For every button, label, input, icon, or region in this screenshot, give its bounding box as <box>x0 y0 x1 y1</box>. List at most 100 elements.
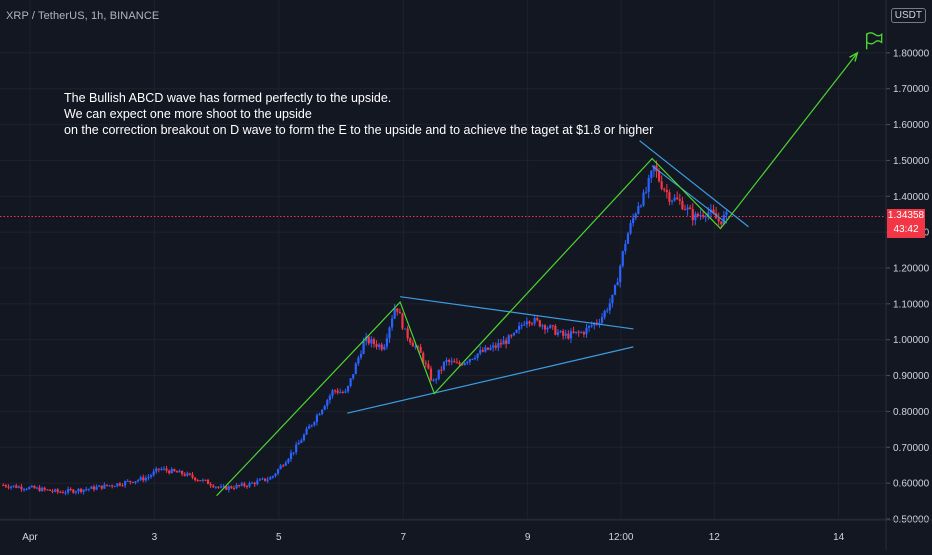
candle-up <box>626 233 630 244</box>
candle-up <box>435 379 438 381</box>
candle-down <box>460 364 464 366</box>
candle-up <box>585 327 588 335</box>
candle-down <box>702 215 705 217</box>
candle-down <box>567 333 570 339</box>
annotation-line: on the correction breakout on D wave to … <box>64 123 654 137</box>
y-tick-label: 1.10000 <box>893 299 930 310</box>
candle-down <box>712 209 715 214</box>
candle-up <box>468 359 471 362</box>
drawing-layer <box>0 32 886 497</box>
abcde-wave-line <box>216 52 858 497</box>
annotation-line: We can expect one more shoot to the upsi… <box>64 107 312 121</box>
candle-down <box>372 339 376 344</box>
candle-down <box>38 487 41 492</box>
candle-up <box>450 361 453 363</box>
candle-up <box>90 486 93 489</box>
candle-up <box>388 327 391 339</box>
candle-down <box>194 477 197 481</box>
candle-up <box>349 378 352 386</box>
candle-down <box>341 392 344 394</box>
candle-down <box>336 390 339 393</box>
candle-up <box>686 207 689 210</box>
candle-down <box>665 189 668 193</box>
candle-up <box>437 369 440 380</box>
candle-down <box>551 325 554 327</box>
candle-down <box>668 192 671 202</box>
candle-up <box>611 294 614 304</box>
candle-up <box>694 213 697 221</box>
candle-up <box>248 482 251 487</box>
candle-up <box>30 485 33 488</box>
candle-down <box>20 486 23 490</box>
candle-up <box>219 486 223 488</box>
candle-down <box>157 468 160 470</box>
candle-down <box>458 362 461 365</box>
candle-up <box>287 458 290 463</box>
candle-down <box>188 473 192 475</box>
candle-up <box>590 325 593 327</box>
candle-up <box>95 486 98 490</box>
candle-down <box>562 330 565 336</box>
candle-up <box>352 374 355 379</box>
candle-up <box>378 344 381 347</box>
candle-up <box>507 335 510 344</box>
candle-up <box>134 481 137 483</box>
candle-down <box>129 480 132 483</box>
candle-down <box>543 325 547 330</box>
candle-down <box>499 343 503 345</box>
candle-up <box>17 486 20 488</box>
candle-down <box>494 345 497 348</box>
candle-down <box>175 471 179 473</box>
candle-layer <box>2 160 728 496</box>
currency-badge[interactable]: USDT <box>890 8 926 23</box>
candle-up <box>608 303 611 311</box>
y-tick-label: 1.70000 <box>893 84 930 95</box>
candle-up <box>414 346 417 348</box>
candle-up <box>305 428 308 435</box>
candle-down <box>536 318 539 321</box>
candle-up <box>497 343 500 348</box>
candle-up <box>370 339 373 344</box>
symbol-title[interactable]: XRP / TetherUS, 1h, BINANCE <box>6 10 160 22</box>
candle-up <box>313 422 316 425</box>
candle-up <box>54 489 57 492</box>
candle-up <box>600 317 604 323</box>
candle-down <box>217 486 220 488</box>
annotation-text: The Bullish ABCD wave has formed perfect… <box>64 90 653 138</box>
candle-up <box>569 331 573 339</box>
candle-down <box>528 321 531 324</box>
candle-down <box>406 328 409 339</box>
annotation-line: The Bullish ABCD wave has formed perfect… <box>64 91 392 105</box>
y-tick-label: 1.80000 <box>893 48 930 59</box>
candle-up <box>466 361 469 363</box>
candle-down <box>142 477 145 481</box>
candle-down <box>577 331 580 333</box>
candle-up <box>645 191 648 193</box>
candle-down <box>59 491 62 493</box>
candle-up <box>556 332 560 335</box>
x-tick-label: 7 <box>400 532 406 543</box>
trend-line <box>347 346 634 414</box>
candle-down <box>409 338 412 343</box>
candle-down <box>69 489 72 491</box>
candle-up <box>344 391 347 393</box>
candle-up <box>580 332 583 334</box>
trend-line <box>400 296 634 330</box>
candle-down <box>440 369 443 371</box>
candle-down <box>422 352 425 363</box>
candle-up <box>704 216 707 218</box>
candle-down <box>46 489 49 491</box>
candle-up <box>276 469 280 474</box>
candle-down <box>486 347 490 350</box>
candle-down <box>282 465 285 467</box>
candle-up <box>155 468 158 472</box>
candle-down <box>683 209 687 211</box>
candle-up <box>85 489 88 491</box>
trend-line <box>651 165 728 224</box>
candle-up <box>328 395 331 401</box>
candle-up <box>323 405 326 410</box>
candle-down <box>396 308 399 312</box>
candle-up <box>476 353 479 359</box>
